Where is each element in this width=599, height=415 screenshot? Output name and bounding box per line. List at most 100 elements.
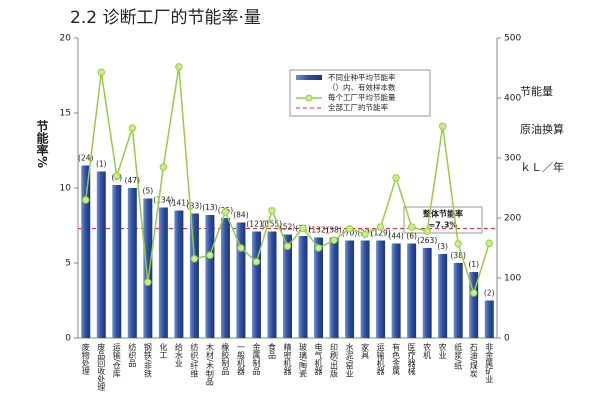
y2-axis-label: 节能量 [520,84,553,98]
line-marker [361,230,369,238]
bar-count-label: (33) [187,202,202,211]
bar [484,300,494,338]
x-tick-label: 纺织品 [128,342,137,368]
bar-count-label: (44) [388,232,403,241]
y-tick-label: 0 [65,334,71,344]
x-tick-label: 废物处理 [81,342,90,375]
line-marker [345,225,354,233]
bar [236,222,246,338]
bar-count-label: (47) [125,176,140,185]
bar [251,231,261,338]
bar-count-label: (263) [417,236,437,245]
line-marker [330,236,338,244]
x-tick-label: 玻璃/陶瓷 [299,342,308,379]
bar [345,240,355,338]
y-tick-label: 15 [60,109,71,119]
x-tick-label: 纺织/纤维 [190,342,199,379]
reference-annotation: =7.3% [429,221,458,230]
legend-label: 每个工厂平均节能量 [328,92,396,102]
bar [407,243,417,338]
bar-count-label: (1) [96,160,107,169]
line-marker [237,244,245,252]
y2-tick-label: 500 [504,34,521,44]
bar [314,237,324,338]
y2-tick-label: 300 [504,154,521,164]
bar-count-label: (132) [308,226,328,235]
bar-count-label: (134) [153,196,173,205]
bar [112,185,122,338]
y-tick-label: 20 [60,34,72,44]
y-tick-label: 5 [65,259,71,269]
x-tick-label: 废品回收处理 [97,342,106,391]
legend-marker [305,94,313,102]
x-tick-label: 精密机器 [283,342,292,376]
x-tick-label: 医疗器械 [407,343,416,376]
bar-count-label: (38) [451,251,466,260]
bar [267,231,277,338]
line-marker [454,240,462,248]
bar [96,171,106,338]
y2-axis-label: 原油换算 [520,122,564,136]
bar-count-label: (84) [233,211,248,220]
bar [143,198,153,338]
line-marker [113,172,121,180]
x-tick-label: 运输机器 [376,343,385,376]
x-tick-label: 橡胶制品 [221,342,230,376]
bar-count-label: (3) [437,242,448,251]
x-tick-label: 农业 [438,342,447,359]
legend-note: （）内、有效样本数 [328,82,396,92]
bar [422,248,432,338]
bar [174,210,184,338]
x-tick-label: 金属制品 [252,342,261,376]
legend-swatch [296,75,322,80]
x-tick-label: 食品 [267,342,276,360]
line-marker [299,224,307,232]
bar-count-label: (5) [143,187,154,196]
x-tick-label: 一般机器 [236,343,245,376]
bar [158,207,168,338]
x-tick-label: 纸浆/纸 [454,342,463,371]
y2-tick-label: 0 [504,334,510,344]
bar-count-label: (24) [78,154,93,163]
line-marker [128,124,137,132]
x-tick-label: 电气机器 [314,342,323,376]
line-marker [314,244,323,252]
y2-tick-label: 400 [504,94,521,104]
bar [220,218,230,338]
x-tick-label: 水泥/窑业 [345,342,354,378]
bar [438,254,448,338]
x-tick-label: 非金属矿业 [485,342,494,383]
x-tick-label: 有色金属 [392,342,401,376]
x-tick-label: 家具 [361,342,370,360]
line-marker [206,251,214,259]
bar [453,263,463,338]
bar [469,272,479,338]
line-marker [438,122,447,130]
line-marker [268,207,276,215]
y2-axis-label: ｋＬ／年 [520,160,564,174]
line-marker [190,255,199,263]
line-marker [159,163,168,171]
chart-title: 2.2 诊断工厂的节能率·量 [70,8,261,28]
y-tick-label: 10 [60,184,72,194]
bar-count-label: (52) [280,223,295,232]
line-marker [283,242,292,250]
bar [81,165,91,338]
bar [376,240,386,338]
x-tick-label: 印刷/出版 [330,343,339,379]
line-marker [423,227,431,235]
bar-count-label: (141) [169,199,189,208]
line-marker [392,174,400,182]
bar-count-label: (1) [468,260,479,269]
bar [127,188,137,338]
bar-count-label: (121) [246,220,266,229]
x-tick-label: 石油/煤炭 [469,343,478,379]
bar [391,243,401,338]
bar [205,215,215,338]
line-marker [376,223,385,231]
line-marker [252,258,261,266]
x-tick-label: 木材/木制品 [205,342,214,387]
y2-tick-label: 100 [504,274,521,284]
line-marker [470,289,478,297]
